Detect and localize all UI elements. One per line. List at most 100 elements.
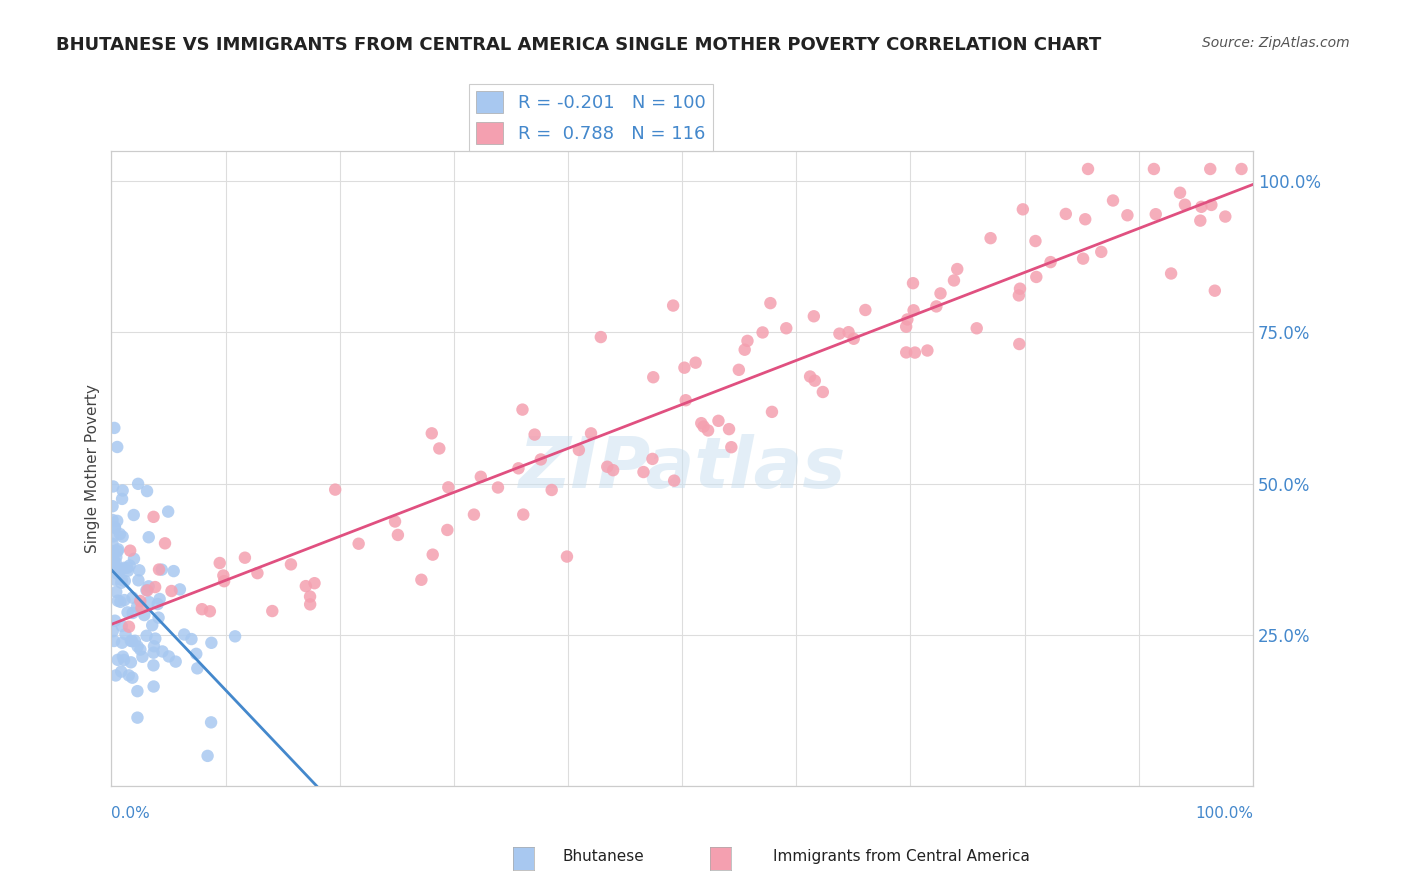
Point [299, 598, 322, 612]
Point [110, 595, 132, 609]
Point [690, 416, 713, 430]
Point [110, 562, 132, 576]
Point [200, 715, 222, 730]
Point [105, 561, 128, 575]
Point [127, 711, 149, 725]
Point [103, 553, 125, 567]
Point [143, 632, 166, 646]
Point [111, 649, 134, 664]
Point [803, 310, 825, 324]
Point [1189, 213, 1212, 227]
Point [134, 608, 156, 623]
Point [1213, 210, 1236, 224]
Point [124, 633, 146, 648]
Point [1008, 337, 1031, 351]
Point [165, 655, 187, 669]
Point [1074, 212, 1097, 227]
Point [828, 326, 851, 341]
Point [142, 509, 165, 524]
Point [662, 299, 685, 313]
Point [114, 574, 136, 588]
Point [142, 658, 165, 673]
Point [111, 636, 134, 650]
Point [103, 553, 125, 567]
Point [160, 584, 183, 599]
Point [437, 480, 460, 494]
Text: 0.0%: 0.0% [111, 805, 150, 821]
Point [896, 312, 918, 326]
Point [148, 610, 170, 624]
Point [110, 665, 132, 679]
Point [946, 262, 969, 277]
Point [146, 597, 169, 611]
Point [117, 605, 139, 619]
Point [1174, 197, 1197, 211]
Point [127, 640, 149, 654]
Point [1189, 200, 1212, 214]
Point [122, 508, 145, 522]
Point [142, 646, 165, 660]
Point [718, 422, 741, 436]
Point [114, 593, 136, 607]
Point [118, 620, 141, 634]
Point [929, 286, 952, 301]
Point [720, 440, 742, 454]
Point [1143, 161, 1166, 176]
Point [103, 555, 125, 569]
Point [120, 633, 142, 648]
Point [198, 604, 221, 618]
Point [143, 580, 166, 594]
Point [105, 440, 128, 454]
Point [925, 300, 948, 314]
Point [759, 296, 782, 310]
Point [523, 427, 546, 442]
Point [299, 590, 322, 604]
Point [470, 470, 492, 484]
Point [157, 505, 180, 519]
Point [112, 653, 135, 667]
Point [323, 483, 346, 497]
Point [579, 426, 602, 441]
Point [555, 549, 578, 564]
Point [804, 374, 827, 388]
Text: BHUTANESE VS IMMIGRANTS FROM CENTRAL AMERICA SINGLE MOTHER POVERTY CORRELATION C: BHUTANESE VS IMMIGRANTS FROM CENTRAL AME… [56, 36, 1101, 54]
Point [104, 521, 127, 535]
Point [191, 602, 214, 616]
Point [212, 568, 235, 582]
Point [103, 529, 125, 543]
Point [224, 629, 246, 643]
Point [114, 627, 136, 641]
Text: Immigrants from Central America: Immigrants from Central America [773, 849, 1031, 863]
Point [1116, 208, 1139, 222]
Point [118, 668, 141, 682]
Point [121, 671, 143, 685]
Point [1168, 186, 1191, 200]
Point [692, 419, 714, 434]
Point [208, 556, 231, 570]
Text: 100.0%: 100.0% [1195, 805, 1253, 821]
Point [1204, 284, 1226, 298]
Point [1054, 207, 1077, 221]
Point [101, 513, 124, 527]
Point [104, 614, 127, 628]
Point [148, 562, 170, 576]
Point [107, 544, 129, 558]
Point [596, 459, 619, 474]
Point [101, 500, 124, 514]
Point [707, 414, 730, 428]
Point [262, 604, 284, 618]
Point [131, 649, 153, 664]
Point [120, 656, 142, 670]
Y-axis label: Single Mother Poverty: Single Mother Poverty [86, 384, 100, 553]
Point [105, 549, 128, 564]
Point [138, 530, 160, 544]
Point [169, 582, 191, 597]
Point [633, 465, 655, 479]
Point [896, 345, 918, 359]
Point [138, 595, 160, 609]
Point [111, 530, 134, 544]
Point [280, 558, 302, 572]
Point [107, 593, 129, 607]
Point [1008, 288, 1031, 302]
Point [427, 442, 450, 456]
